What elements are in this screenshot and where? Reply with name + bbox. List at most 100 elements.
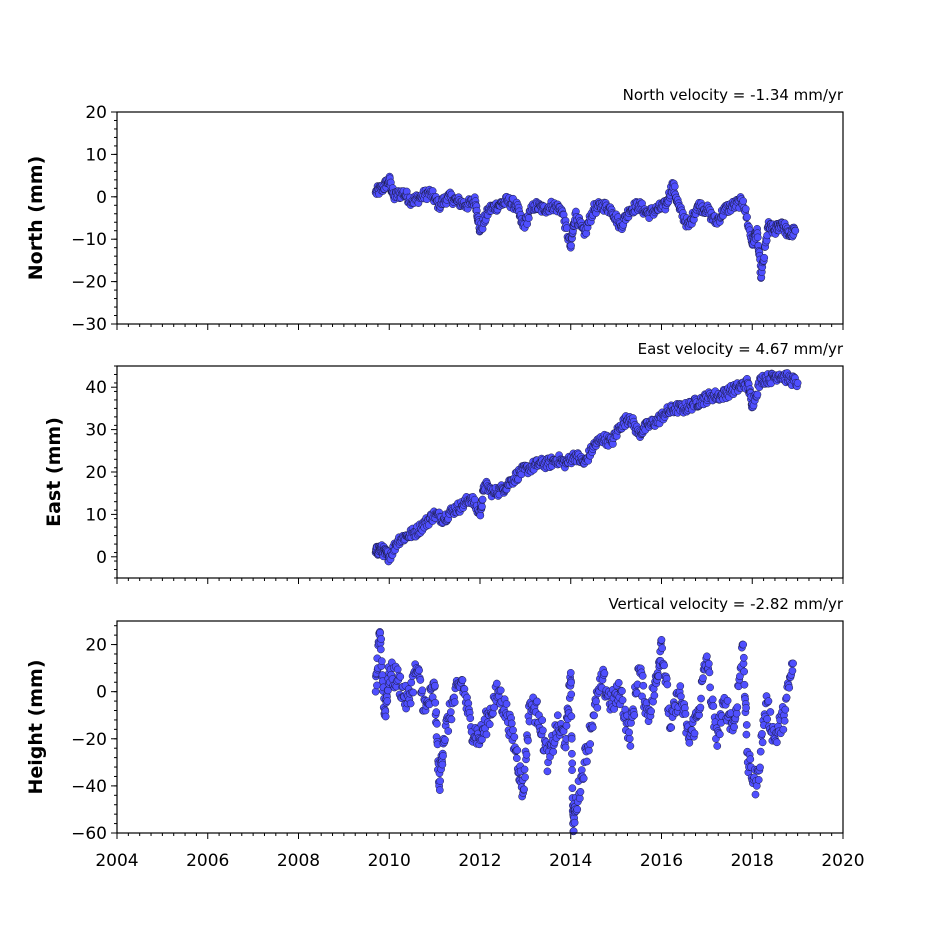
data-point xyxy=(742,721,751,729)
data-point xyxy=(699,674,707,682)
x-tick-label: 2010 xyxy=(368,851,411,871)
data-point xyxy=(793,379,802,387)
data-point xyxy=(478,502,486,511)
data-point xyxy=(561,743,570,752)
y-tick-label: 0 xyxy=(96,683,107,703)
data-point xyxy=(567,241,575,250)
data-point xyxy=(478,495,487,504)
data-point xyxy=(568,784,577,793)
data-point xyxy=(522,750,531,759)
data-point xyxy=(439,752,447,760)
y-tick-label: 30 xyxy=(85,421,107,441)
data-point xyxy=(618,687,626,695)
data-point xyxy=(575,794,584,803)
data-point xyxy=(549,747,558,756)
data-point xyxy=(588,723,597,732)
data-point xyxy=(753,390,762,399)
data-point xyxy=(600,669,609,678)
data-point xyxy=(441,736,449,744)
y-tick-label: −40 xyxy=(71,777,107,797)
data-point xyxy=(438,760,447,769)
data-point xyxy=(753,233,762,242)
data-point xyxy=(739,197,748,205)
data-point xyxy=(520,765,529,774)
data-point xyxy=(760,253,769,262)
data-point xyxy=(670,182,679,191)
data-point xyxy=(393,665,402,674)
x-tick-label: 2016 xyxy=(640,851,683,871)
scatter-points xyxy=(371,172,800,282)
data-point xyxy=(626,742,635,750)
data-point xyxy=(567,678,575,687)
data-point xyxy=(583,757,591,766)
data-point xyxy=(663,680,672,689)
data-point xyxy=(660,661,668,670)
data-point xyxy=(406,699,415,708)
data-point xyxy=(592,697,600,706)
data-point xyxy=(539,726,547,735)
data-point xyxy=(577,766,586,774)
y-tick-label: 0 xyxy=(96,548,107,568)
data-point xyxy=(543,767,552,776)
y-tick-label: 0 xyxy=(96,188,107,208)
data-point xyxy=(650,691,659,700)
data-point xyxy=(458,676,467,684)
y-tick-label: 20 xyxy=(85,463,107,483)
x-tick-label: 2020 xyxy=(821,851,864,871)
data-point xyxy=(376,628,385,637)
data-point xyxy=(614,678,623,687)
data-point xyxy=(533,697,541,706)
data-point xyxy=(756,763,764,772)
data-point xyxy=(743,213,751,221)
data-point xyxy=(435,786,444,794)
data-point xyxy=(383,697,392,705)
data-point xyxy=(740,680,749,689)
data-point xyxy=(739,653,748,662)
data-point xyxy=(590,711,598,720)
y-tick-label: −20 xyxy=(71,273,107,293)
axes-frame xyxy=(116,620,844,834)
scatter-points xyxy=(371,628,797,836)
data-point xyxy=(502,700,511,708)
y-tick-label: −60 xyxy=(71,824,107,844)
data-point xyxy=(730,723,738,731)
data-point xyxy=(507,719,516,728)
data-point xyxy=(568,749,576,758)
data-point xyxy=(485,720,494,729)
data-point xyxy=(638,672,647,680)
data-point xyxy=(788,666,797,675)
data-point xyxy=(733,703,742,712)
data-point xyxy=(446,708,455,716)
y-tick-label: 20 xyxy=(85,103,107,123)
data-point xyxy=(756,747,765,756)
x-tick-label: 2008 xyxy=(277,851,320,871)
x-tick-label: 2014 xyxy=(549,851,592,871)
data-point xyxy=(741,205,750,213)
data-point xyxy=(510,733,519,741)
data-point xyxy=(415,666,423,675)
velocity-annotation: North velocity = -1.34 mm/yr xyxy=(623,86,844,104)
axes-frame xyxy=(116,365,844,579)
data-point xyxy=(513,746,522,755)
panel-3: 20 0 −20 −40 −60 2004 2006 2008 2010 2012 2014 2016… xyxy=(25,595,865,871)
data-point xyxy=(751,790,760,799)
data-point xyxy=(396,672,405,681)
data-point xyxy=(667,723,676,732)
data-point xyxy=(715,730,724,739)
data-point xyxy=(521,773,529,782)
x-tick-label: 2006 xyxy=(186,851,229,871)
data-point xyxy=(407,678,416,687)
y-tick-label: 10 xyxy=(85,505,107,525)
data-point xyxy=(708,695,717,704)
data-point xyxy=(732,709,741,718)
data-point xyxy=(681,710,690,718)
data-point xyxy=(447,715,456,724)
data-point xyxy=(625,728,633,737)
data-point xyxy=(509,726,517,735)
data-point xyxy=(553,711,562,720)
data-point xyxy=(431,681,439,690)
data-point xyxy=(746,755,755,764)
data-point xyxy=(567,712,576,721)
data-point xyxy=(570,818,579,827)
